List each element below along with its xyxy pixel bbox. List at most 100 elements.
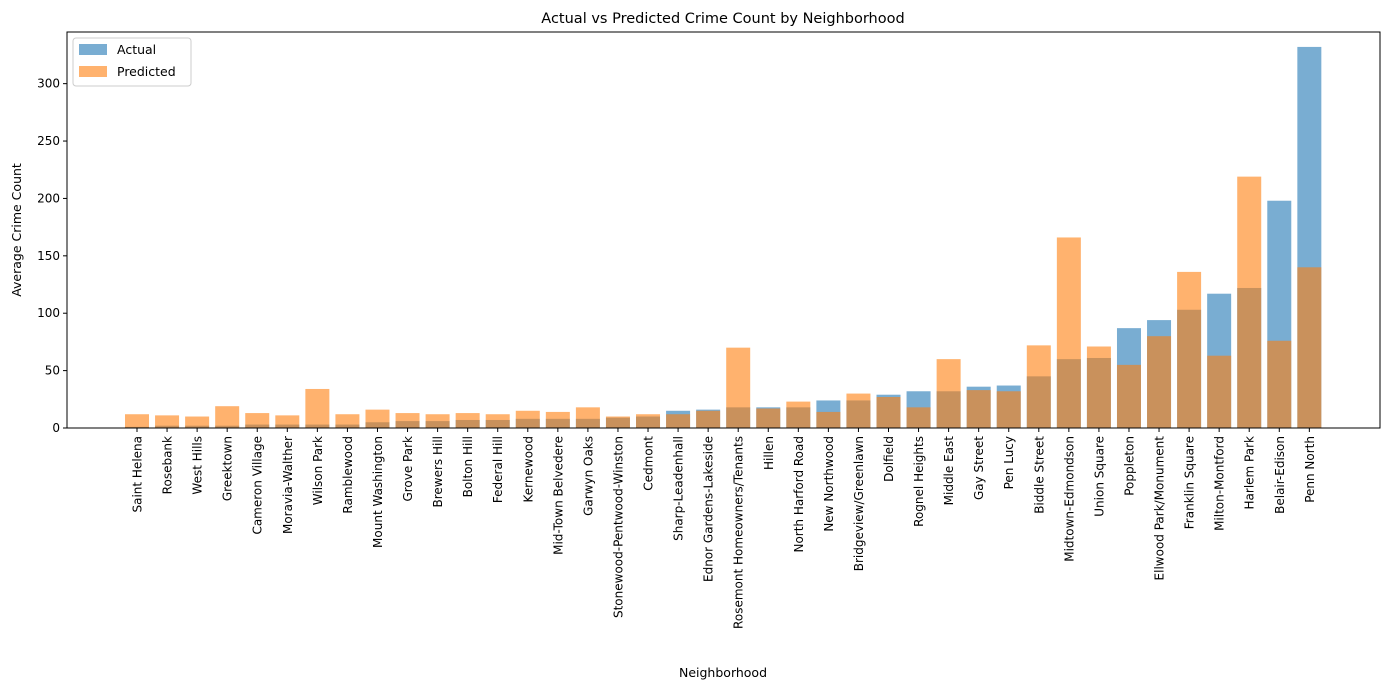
x-tick-label: Mid-Town Belvedere [551,436,565,555]
y-tick-label: 0 [52,421,60,435]
x-tick-label: Cameron Village [251,436,265,535]
x-tick-label: Rognel Heights [912,436,926,527]
bar-predicted-22 [786,401,811,428]
bar-predicted-39 [1297,267,1322,428]
y-tick-label: 50 [45,364,60,378]
x-tick-label: Kernewood [521,436,535,502]
bar-predicted-1 [155,415,180,428]
x-tick-label: North Harford Road [792,436,806,553]
x-tick-label: Pen Lucy [1002,436,1016,489]
bar-predicted-7 [335,414,360,428]
x-tick-label: Bridgeview/Greenlawn [852,436,866,571]
bar-predicted-15 [575,407,600,428]
bar-predicted-31 [1056,237,1081,428]
bar-predicted-10 [425,414,450,428]
bar-predicted-20 [726,347,751,428]
x-tick-label: West Hills [191,436,205,495]
bar-predicted-19 [696,410,721,428]
x-tick-label: Grove Park [401,436,415,502]
bar-predicted-23 [816,411,841,428]
bar-predicted-4 [245,413,270,428]
bar-predicted-26 [906,407,931,428]
bar-predicted-35 [1177,271,1202,428]
x-tick-label: Belair-Edison [1273,436,1287,514]
bar-predicted-16 [605,416,630,428]
bar-predicted-17 [636,414,661,428]
x-tick-label: Saint Helena [131,436,145,513]
y-tick-label: 100 [37,306,60,320]
y-tick-label: 150 [37,249,60,263]
x-tick-label: Garwyn Oaks [581,436,595,516]
x-tick-label: Biddle Street [1032,436,1046,514]
bar-predicted-0 [125,414,149,428]
bar-predicted-5 [275,415,300,428]
bar-predicted-37 [1237,176,1262,428]
x-tick-label: Greektown [221,436,235,501]
legend: Actual Predicted [72,37,192,87]
x-tick-label: Federal Hill [491,436,505,503]
x-tick-label: New Northwood [822,436,836,532]
bar-predicted-8 [365,409,390,428]
x-tick-label: Rosebank [161,436,175,494]
x-tick-label: Brewers Hill [431,436,445,508]
x-tick-label: Harlem Park [1243,436,1257,510]
plot-frame [66,31,1381,429]
bar-predicted-28 [966,390,991,428]
x-axis: Saint Helena Rosebank West Hills Greektown C… [131,428,1317,629]
bar-predicted-34 [1147,336,1172,428]
x-tick-label: Ramblewood [341,436,355,514]
legend-swatch-actual [79,44,107,55]
x-tick-label: Ednor Gardens-Lakeside [702,436,716,582]
x-tick-label: Hillen [762,436,776,470]
x-tick-label: Franklin Square [1183,436,1197,529]
bar-predicted-3 [215,406,240,428]
x-tick-label: Union Square [1092,436,1106,517]
x-tick-label: Stonewood-Pentwood-Winston [611,436,625,618]
bar-predicted-6 [305,388,330,428]
bar-predicted-18 [666,414,691,428]
bar-predicted-24 [846,393,871,428]
x-tick-label: Ellwood Park/Monument [1153,436,1167,581]
x-tick-label: Bolton Hill [461,436,475,497]
x-tick-label: Milton-Montford [1213,436,1227,531]
y-tick-label: 250 [37,134,60,148]
x-tick-label: Penn North [1303,436,1317,503]
bar-predicted-12 [485,414,510,428]
bar-predicted-13 [515,410,540,428]
x-tick-label: Moravia-Walther [281,436,295,534]
bar-predicted-9 [395,413,420,428]
bar-predicted-32 [1086,346,1111,428]
legend-label-actual: Actual [117,42,156,57]
bar-predicted-11 [455,413,480,428]
y-tick-label: 200 [37,191,60,205]
y-axis: 0 50 100 150 200 250 300 [37,77,67,435]
bars-layer [125,46,1322,429]
bar-predicted-27 [936,359,961,428]
x-tick-label: Rosemont Homeowners/Tenants [732,436,746,629]
x-tick-label: Mount Washington [371,436,385,548]
y-tick-label: 300 [37,77,60,91]
bar-predicted-29 [996,391,1021,428]
x-tick-label: Midtown-Edmondson [1062,436,1076,562]
x-tick-label: Cedmont [642,436,656,491]
x-tick-label: Gay Street [972,436,986,500]
legend-label-predicted: Predicted [117,64,176,79]
bar-predicted-30 [1026,345,1051,428]
bar-predicted-38 [1267,340,1292,428]
bar-predicted-33 [1116,364,1141,428]
bar-predicted-2 [185,416,210,428]
x-tick-label: Sharp-Leadenhall [672,436,686,541]
chart-title: Actual vs Predicted Crime Count by Neigh… [541,11,904,27]
bar-predicted-36 [1207,355,1232,428]
legend-swatch-predicted [79,66,107,77]
x-tick-label: Dolfield [882,436,896,482]
x-axis-label: Neighborhood [679,665,767,680]
x-tick-label: Wilson Park [311,436,325,505]
x-tick-label: Middle East [942,436,956,506]
x-tick-label: Poppleton [1122,436,1136,496]
bar-predicted-25 [876,397,901,428]
bar-predicted-14 [545,411,570,428]
bar-predicted-21 [756,408,781,428]
y-axis-label: Average Crime Count [9,163,24,297]
